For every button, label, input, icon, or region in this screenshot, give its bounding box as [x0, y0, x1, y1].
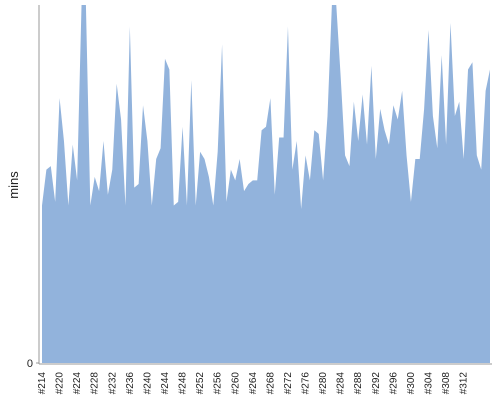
y-tick-label: 0 [27, 358, 33, 370]
x-tick-label: #300 [406, 372, 417, 395]
x-tick-label: #220 [55, 372, 66, 395]
x-tick-label: #268 [265, 372, 276, 395]
x-tick-label: #264 [248, 372, 259, 395]
x-tick-label: #252 [195, 372, 206, 395]
x-tick-label: #256 [213, 372, 224, 395]
x-tick-label: #276 [301, 372, 312, 395]
x-tick-label: #288 [353, 372, 364, 395]
x-tick-label: #214 [37, 372, 48, 395]
x-tick-label: #296 [388, 372, 399, 395]
x-tick-label: #272 [283, 372, 294, 395]
x-tick-label: #236 [125, 372, 136, 395]
x-tick-label: #304 [424, 372, 435, 395]
x-tick-label: #228 [90, 372, 101, 395]
x-tick-label: #240 [142, 372, 153, 395]
x-tick-label: #312 [459, 372, 470, 395]
area [42, 5, 490, 363]
x-tick-label: #292 [371, 372, 382, 395]
x-tick-label: #284 [336, 372, 347, 395]
x-tick-label: #248 [178, 372, 189, 395]
x-tick-label: #244 [160, 372, 171, 395]
x-tick-label: #232 [107, 372, 118, 395]
x-tick-label: #260 [230, 372, 241, 395]
x-tick-label: #224 [72, 372, 83, 395]
x-tick-label: #280 [318, 372, 329, 395]
x-tick-label: #308 [441, 372, 452, 395]
y-axis-label: mins [6, 171, 21, 199]
